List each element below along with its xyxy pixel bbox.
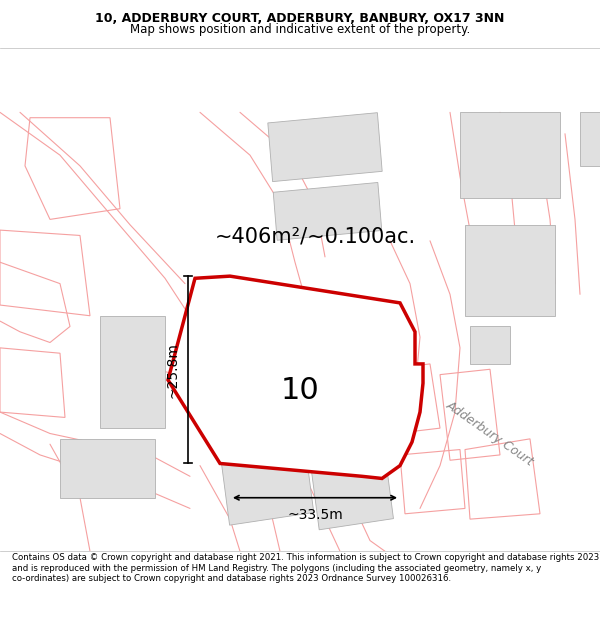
Text: 10: 10 [281, 376, 319, 405]
Text: Adderbury Court: Adderbury Court [444, 399, 536, 469]
Polygon shape [60, 439, 155, 498]
Polygon shape [460, 112, 560, 198]
Text: 10, ADDERBURY COURT, ADDERBURY, BANBURY, OX17 3NN: 10, ADDERBURY COURT, ADDERBURY, BANBURY,… [95, 12, 505, 25]
Text: ~406m²/~0.100ac.: ~406m²/~0.100ac. [215, 226, 416, 246]
Text: ~33.5m: ~33.5m [287, 508, 343, 522]
Polygon shape [221, 449, 314, 525]
Polygon shape [273, 182, 382, 240]
Text: Contains OS data © Crown copyright and database right 2021. This information is : Contains OS data © Crown copyright and d… [12, 554, 599, 583]
Polygon shape [580, 112, 600, 166]
Polygon shape [465, 225, 555, 316]
Polygon shape [100, 316, 165, 428]
Text: Map shows position and indicative extent of the property.: Map shows position and indicative extent… [130, 23, 470, 36]
Text: ~25.8m: ~25.8m [166, 342, 180, 398]
Polygon shape [470, 326, 510, 364]
Polygon shape [168, 276, 423, 479]
Polygon shape [311, 460, 394, 530]
Polygon shape [268, 112, 382, 182]
